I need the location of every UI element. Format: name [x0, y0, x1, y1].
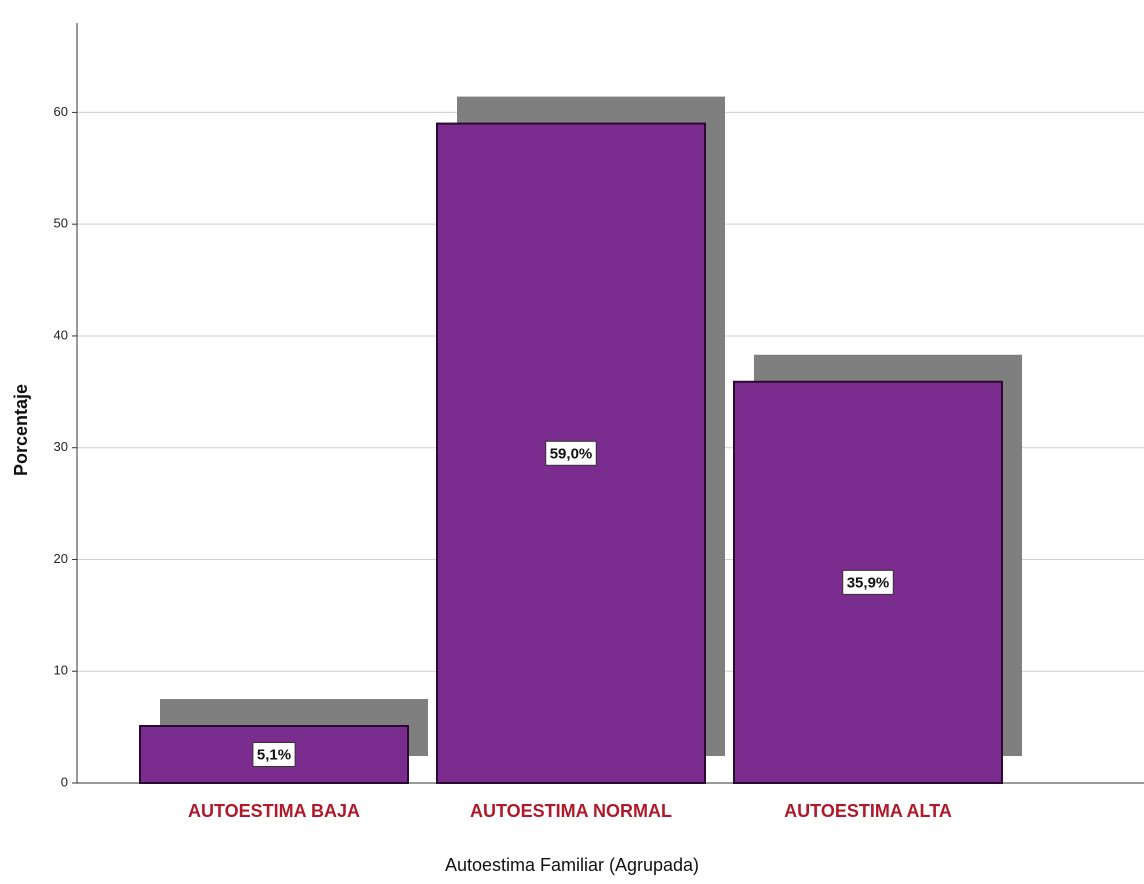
value-label-box: [545, 440, 597, 466]
x-tick-label: AUTOESTIMA ALTA: [784, 801, 952, 821]
y-tick-label: 60: [54, 104, 68, 119]
value-label: 59,0%: [550, 445, 593, 462]
value-label: 35,9%: [847, 574, 890, 591]
x-axis-label: Autoestima Familiar (Agrupada): [445, 855, 699, 875]
y-tick-label: 10: [54, 663, 68, 678]
y-tick-label: 40: [54, 327, 68, 342]
value-label: 5,1%: [257, 746, 291, 763]
y-tick-label: 20: [54, 551, 68, 566]
y-tick-label: 50: [54, 216, 68, 231]
x-tick-label: AUTOESTIMA BAJA: [188, 801, 360, 821]
y-tick-label: 30: [54, 439, 68, 454]
value-label-box: [842, 569, 894, 595]
value-label-box: [252, 742, 296, 767]
y-axis-label: Porcentaje: [11, 384, 31, 476]
y-tick-label: 0: [61, 774, 68, 789]
x-tick-label: AUTOESTIMA NORMAL: [470, 801, 672, 821]
